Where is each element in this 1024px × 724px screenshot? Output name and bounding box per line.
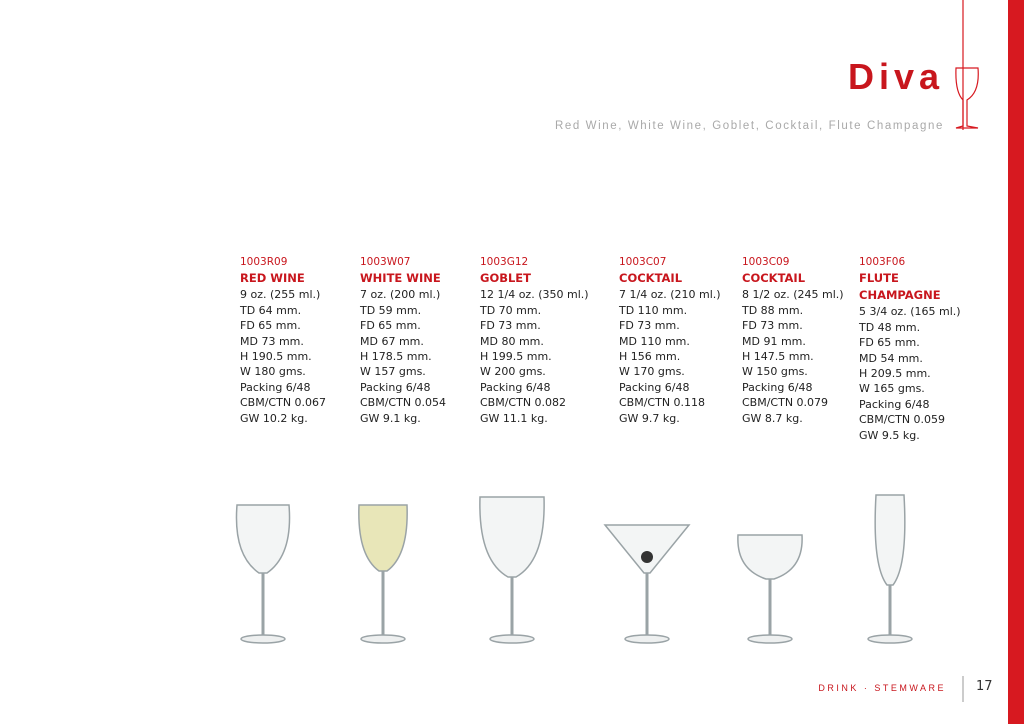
spec-line: 5 3/4 oz. (165 ml.) <box>859 305 961 319</box>
glass <box>867 634 913 644</box>
glass <box>489 634 535 644</box>
glass <box>737 534 803 644</box>
glass <box>603 524 691 644</box>
spec-line: W 170 gms. <box>619 365 685 379</box>
product-name: WHITE WINE <box>360 271 441 286</box>
spec-line: CBM/CTN 0.079 <box>742 396 829 410</box>
spec-line: Packing 6/48 <box>619 380 690 394</box>
spec-line: W 165 gms. <box>859 382 925 396</box>
spec-line: TD 48 mm. <box>859 320 921 334</box>
spec-line: TD 110 mm. <box>619 303 688 317</box>
spec-line: W 200 gms. <box>480 365 546 379</box>
spec-line: MD 54 mm. <box>859 351 923 365</box>
spec-line: 9 oz. (255 ml.) <box>240 288 321 302</box>
spec-line: MD 67 mm. <box>360 334 424 348</box>
product: 1003R09 RED WINE 9 oz. (255 ml.) TD 64 mm. F… <box>240 255 360 426</box>
spec-line: CBM/CTN 0.067 <box>240 396 327 410</box>
glass <box>479 496 545 578</box>
spec-line: GW 9.1 kg. <box>360 411 421 425</box>
spec-line: FD 73 mm. <box>480 319 541 333</box>
product: 1003F06 FLUTE CHAMPAGNE 5 3/4 oz. (165 ml.… <box>859 255 967 443</box>
spec-line: GW 9.7 kg. <box>619 411 680 425</box>
title: Diva <box>847 56 944 97</box>
spec-line: MD 91 mm. <box>742 334 806 348</box>
product-code: 1003G12 <box>480 256 529 268</box>
spec-line: H 190.5 mm. <box>240 350 312 364</box>
footer-section: DRINK · STEMWARE <box>818 683 946 693</box>
product-name: FLUTE CHAMPAGNE <box>859 271 941 303</box>
spec-line: TD 59 mm. <box>360 303 422 317</box>
spec-line: H 147.5 mm. <box>742 350 814 364</box>
spec-line: TD 88 mm. <box>742 303 804 317</box>
glass <box>235 504 291 644</box>
glass <box>603 524 691 574</box>
spec-line: Packing 6/48 <box>360 380 431 394</box>
spec-line: FD 65 mm. <box>859 336 920 350</box>
spec-line: 12 1/4 oz. (350 ml.) <box>480 288 589 302</box>
spec-line: CBM/CTN 0.059 <box>859 413 946 427</box>
glass <box>479 496 545 644</box>
spec-line: W 150 gms. <box>742 365 808 379</box>
red-edge <box>1008 0 1024 724</box>
spec-line: GW 10.2 kg. <box>240 411 308 425</box>
subtitle: Red Wine, White Wine, Goblet, Cocktail, … <box>554 120 944 132</box>
product-name: COCKTAIL <box>619 271 683 286</box>
glass <box>874 494 906 586</box>
spec-line: Packing 6/48 <box>742 380 813 394</box>
glass <box>641 551 653 563</box>
spec-line: FD 73 mm. <box>742 319 803 333</box>
spec-line: TD 70 mm. <box>480 303 542 317</box>
spec-line: W 157 gms. <box>360 365 426 379</box>
spec-line: 7 oz. (200 ml.) <box>360 288 441 302</box>
spec-line: CBM/CTN 0.054 <box>360 396 447 410</box>
product-name: COCKTAIL <box>742 271 806 286</box>
product-code: 1003C07 <box>619 256 667 268</box>
spec-line: Packing 6/48 <box>480 380 551 394</box>
spec-line: H 178.5 mm. <box>360 350 432 364</box>
page-number: 17 <box>976 679 993 694</box>
spec-line: MD 110 mm. <box>619 334 690 348</box>
spec-line: Packing 6/48 <box>240 380 311 394</box>
product: 1003C07 COCKTAIL 7 1/4 oz. (210 ml.) TD 110… <box>619 255 739 426</box>
glass <box>358 504 408 644</box>
spec-line: H 209.5 mm. <box>859 367 931 381</box>
spec-line: CBM/CTN 0.082 <box>480 396 567 410</box>
glass <box>624 634 670 644</box>
spec-line: TD 64 mm. <box>240 303 302 317</box>
glass <box>235 504 291 574</box>
product: 1003G12 GOBLET 12 1/4 oz. (350 ml.) TD 70 m… <box>480 255 600 426</box>
spec-line: GW 8.7 kg. <box>742 411 803 425</box>
product-code: 1003F06 <box>859 256 906 268</box>
glass <box>358 504 408 572</box>
glass <box>747 634 793 644</box>
product: 1003W07 WHITE WINE 7 oz. (200 ml.) TD 59 mm… <box>360 255 480 426</box>
spec-line: GW 11.1 kg. <box>480 411 548 425</box>
glass-icon <box>955 67 979 129</box>
spec-line: GW 9.5 kg. <box>859 428 920 442</box>
spec-line: FD 73 mm. <box>619 319 680 333</box>
spec-line: FD 65 mm. <box>360 319 421 333</box>
product-code: 1003R09 <box>240 256 288 268</box>
product-code: 1003W07 <box>360 256 411 268</box>
product-name: RED WINE <box>240 271 305 286</box>
spec-line: H 156 mm. <box>619 350 681 364</box>
glass <box>360 634 406 644</box>
spec-line: CBM/CTN 0.118 <box>619 396 706 410</box>
spec-line: H 199.5 mm. <box>480 350 552 364</box>
spec-line: MD 80 mm. <box>480 334 544 348</box>
spec-line: 7 1/4 oz. (210 ml.) <box>619 288 721 302</box>
product-name: GOBLET <box>480 271 532 286</box>
glass <box>867 494 913 644</box>
glass <box>240 634 286 644</box>
glass <box>737 534 803 580</box>
product: 1003C09 COCKTAIL 8 1/2 oz. (245 ml.) TD 88 … <box>742 255 862 426</box>
spec-line: Packing 6/48 <box>859 397 930 411</box>
spec-line: MD 73 mm. <box>240 334 304 348</box>
spec-line: FD 65 mm. <box>240 319 301 333</box>
spec-line: 8 1/2 oz. (245 ml.) <box>742 288 844 302</box>
spec-line: W 180 gms. <box>240 365 306 379</box>
product-code: 1003C09 <box>742 256 790 268</box>
